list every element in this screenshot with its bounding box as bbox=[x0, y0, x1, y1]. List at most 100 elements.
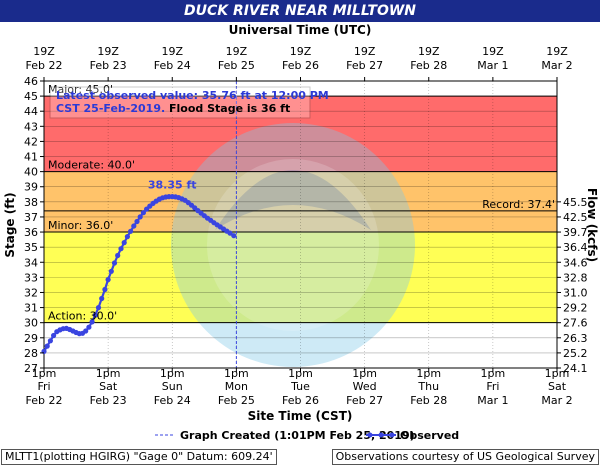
top-tick-date: Feb 27 bbox=[346, 59, 383, 72]
bottom-tick-date: Mar 2 bbox=[541, 394, 572, 407]
observed-point bbox=[47, 338, 54, 344]
bottom-tick-date: Feb 24 bbox=[154, 394, 191, 407]
top-tick-hour: 19Z bbox=[161, 45, 183, 58]
band-action bbox=[44, 232, 557, 323]
y-left-tick-label: 30 bbox=[24, 317, 38, 330]
category-label-action: Action: 30.0' bbox=[48, 310, 117, 323]
y-right-tick-label: 31.0 bbox=[563, 286, 588, 299]
top-tick-hour: 19Z bbox=[418, 45, 440, 58]
bottom-tick-day: Fri bbox=[37, 380, 50, 393]
top-tick-hour: 19Z bbox=[97, 45, 119, 58]
top-tick-hour: 19Z bbox=[290, 45, 312, 58]
y-left-tick-label: 33 bbox=[24, 271, 38, 284]
legend-observed-marker-1 bbox=[367, 432, 373, 438]
y-right-tick-label: 45.5 bbox=[563, 196, 588, 209]
bottom-tick-time: 1pm bbox=[96, 367, 121, 380]
y-right-tick-label: 25.2 bbox=[563, 347, 588, 360]
y-right-tick-label: 24.1 bbox=[563, 362, 588, 375]
annotation-line1: Latest observed value: 35.76 ft at 12:00… bbox=[56, 89, 329, 102]
observed-point bbox=[51, 332, 57, 339]
noaa-watermark bbox=[171, 123, 415, 367]
y-left-tick-label: 29 bbox=[24, 332, 38, 345]
y-right-tick-label: 42.5 bbox=[563, 211, 588, 224]
top-tick-date: Feb 22 bbox=[26, 59, 63, 72]
bottom-tick-day: Thu bbox=[417, 380, 439, 393]
y-right-tick-label: 29.2 bbox=[563, 302, 588, 315]
noaa-bird-shape bbox=[215, 170, 371, 230]
observed-point bbox=[108, 268, 114, 274]
top-tick-hour: 19Z bbox=[546, 45, 568, 58]
y-right-tick-label: 27.6 bbox=[563, 317, 588, 330]
crest-label: 38.35 ft bbox=[148, 179, 197, 192]
bottom-tick-time: 1pm bbox=[224, 367, 249, 380]
legend-observed-marker-2 bbox=[378, 432, 384, 438]
y-right-tick-label: 32.8 bbox=[563, 271, 588, 284]
bottom-tick-time: 1pm bbox=[32, 367, 57, 380]
bottom-tick-day: Mon bbox=[225, 380, 248, 393]
bottom-tick-time: 1pm bbox=[160, 367, 185, 380]
observed-point bbox=[121, 240, 127, 246]
chart-title: DUCK RIVER NEAR MILLTOWN bbox=[183, 3, 417, 19]
y-left-tick-label: 42 bbox=[24, 135, 38, 148]
y-left-tick-label: 32 bbox=[24, 286, 38, 299]
bottom-tick-date: Feb 27 bbox=[346, 394, 383, 407]
bottom-tick-date: Feb 26 bbox=[282, 394, 319, 407]
observed-point bbox=[227, 230, 233, 236]
top-tick-date: Mar 2 bbox=[541, 59, 572, 72]
observed-point bbox=[95, 305, 102, 311]
hydrograph-chart: Major: 45.0' Moderate: 40.0' Minor: 36.0' A… bbox=[3, 23, 599, 442]
annotation-line2: CST 25-Feb-2019. Flood Stage is 36 ft bbox=[56, 102, 290, 115]
observed-point bbox=[83, 328, 89, 334]
observation-credit: Observations courtesy of US Geological S… bbox=[331, 449, 599, 465]
noaa-seal-inner bbox=[207, 159, 379, 331]
y-left-tick-label: 45 bbox=[24, 90, 38, 103]
bottom-tick-date: Feb 23 bbox=[90, 394, 127, 407]
top-tick-date: Feb 26 bbox=[282, 59, 319, 72]
y-right-tick-label: 26.3 bbox=[563, 332, 588, 345]
y-left-tick-label: 46 bbox=[24, 75, 38, 88]
observed-point bbox=[137, 214, 143, 220]
observed-point bbox=[44, 343, 50, 349]
bottom-tick-day: Tue bbox=[290, 380, 310, 393]
y-left-tick-label: 35 bbox=[24, 241, 38, 254]
bottom-tick-day: Wed bbox=[353, 380, 377, 393]
y-left-title: Stage (ft) bbox=[3, 192, 17, 257]
bottom-tick-day: Sat bbox=[99, 380, 118, 393]
y-left-tick-label: 28 bbox=[24, 347, 38, 360]
bottom-tick-date: Mar 1 bbox=[477, 394, 508, 407]
observed-point bbox=[102, 286, 108, 293]
band-minor bbox=[44, 171, 557, 233]
record-label: Record: 37.4' bbox=[482, 198, 555, 211]
y-left-tick-label: 41 bbox=[24, 151, 38, 164]
bottom-tick-time: 1pm bbox=[352, 367, 377, 380]
observed-point bbox=[111, 260, 118, 266]
datum-info: MLTT1(plotting HGIRG) "Gage 0" Datum: 60… bbox=[1, 449, 277, 465]
observed-point bbox=[115, 252, 121, 259]
annotation-box: Latest observed value: 35.76 ft at 12:00… bbox=[49, 86, 329, 119]
y-right-title: Flow (kcfs) bbox=[585, 188, 599, 262]
observed-point bbox=[92, 312, 98, 318]
y-left-tick-label: 40 bbox=[24, 166, 38, 179]
legend-observed-marker-3 bbox=[389, 432, 395, 438]
footer: MLTT1(plotting HGIRG) "Gage 0" Datum: 60… bbox=[0, 449, 600, 465]
legend-observed-label: Observed bbox=[400, 429, 459, 442]
observed-point bbox=[131, 223, 137, 229]
observed-point bbox=[99, 295, 105, 302]
y-left-tick-label: 31 bbox=[24, 302, 38, 315]
top-tick-hour: 19Z bbox=[482, 45, 504, 58]
bottom-tick-time: 1pm bbox=[481, 367, 506, 380]
y-right-tick-label: 36.4 bbox=[563, 241, 588, 254]
top-tick-date: Feb 23 bbox=[90, 59, 127, 72]
bottom-tick-day: Sat bbox=[548, 380, 567, 393]
y-left-tick-label: 27 bbox=[24, 362, 38, 375]
bottom-tick-time: 1pm bbox=[288, 367, 313, 380]
y-left-tick-label: 37 bbox=[24, 211, 38, 224]
legend: Graph Created (1:01PM Feb 25, 2019) Obse… bbox=[155, 429, 459, 442]
top-tick-date: Feb 25 bbox=[218, 59, 255, 72]
top-tick-hour: 19Z bbox=[33, 45, 55, 58]
bottom-tick-day: Sun bbox=[162, 380, 183, 393]
category-label-major: Major: 45.0' bbox=[48, 83, 113, 96]
y-right-tick-label: 34.6 bbox=[563, 256, 588, 269]
observed-point bbox=[118, 246, 124, 252]
